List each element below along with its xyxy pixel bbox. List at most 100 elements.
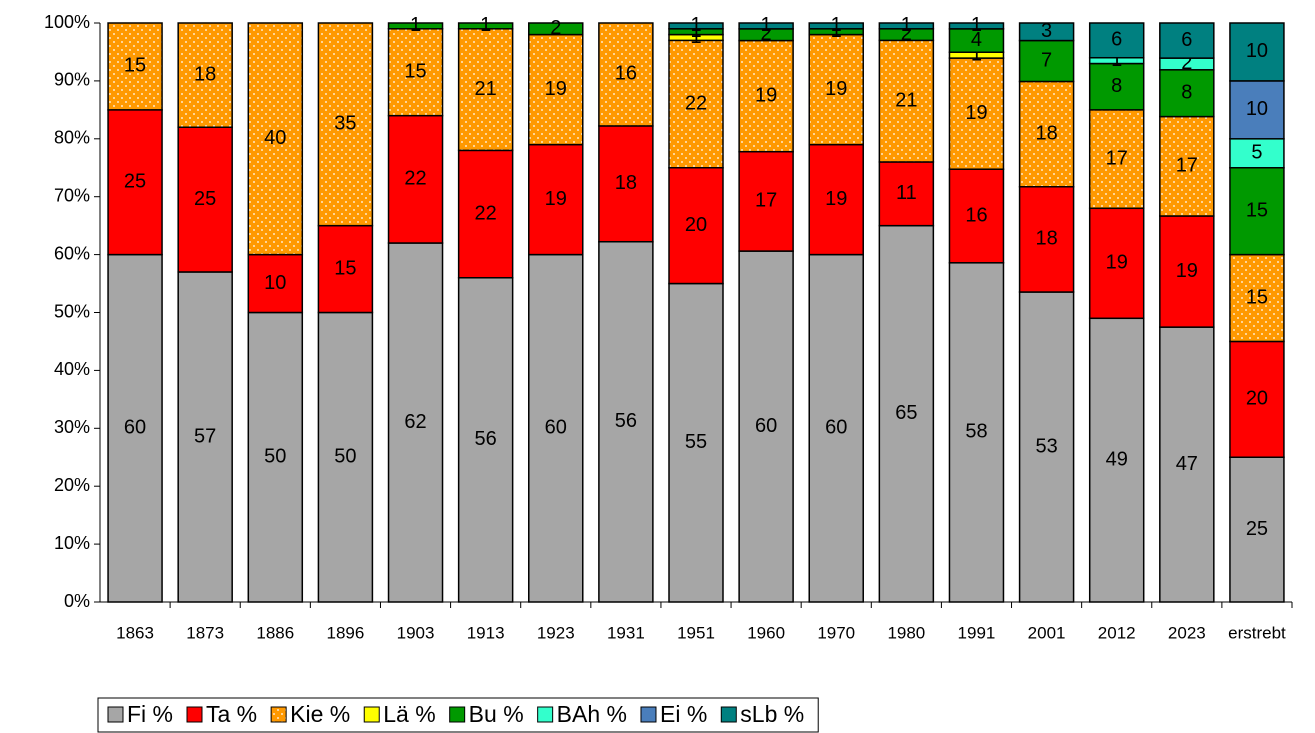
legend-label: sLb %: [740, 701, 804, 727]
bar-segment: [528, 22, 584, 36]
data-label: 53: [1035, 435, 1057, 457]
bar-segment: [1018, 39, 1075, 83]
bar-segment: [808, 253, 864, 603]
data-label: 15: [404, 60, 426, 82]
data-label: 2: [1181, 52, 1192, 74]
x-tick-label: 1951: [677, 623, 715, 642]
bar-segment: [528, 143, 584, 256]
bar-segment: [528, 33, 584, 146]
data-label: 57: [194, 425, 216, 447]
x-tick-label: 1903: [397, 623, 435, 642]
data-label: 8: [1181, 81, 1192, 103]
bar-segment: [948, 22, 1005, 30]
x-tick-label: 1863: [116, 623, 154, 642]
bar-segment: [1088, 207, 1145, 320]
data-label: 47: [1176, 453, 1198, 475]
data-label: 15: [334, 257, 356, 279]
data-label: 17: [1106, 147, 1128, 169]
data-label: 6: [1181, 29, 1192, 51]
bar-segment: [177, 126, 233, 273]
bar-segment: [808, 143, 864, 256]
bar-segment: [1159, 115, 1215, 217]
data-label: 18: [1035, 122, 1057, 144]
x-tick-label: 1970: [817, 623, 855, 642]
data-label: 15: [1246, 199, 1268, 221]
legend-label: Ei %: [660, 701, 707, 727]
data-label: 18: [615, 172, 637, 194]
bar-segment: [738, 22, 794, 30]
data-label: 25: [194, 188, 216, 210]
x-tick-label: 2012: [1098, 623, 1136, 642]
data-label: 17: [1176, 155, 1198, 177]
data-label: 40: [264, 127, 286, 149]
bar-segment: [598, 22, 654, 127]
bar-segment: [387, 114, 444, 244]
data-label: 18: [194, 63, 216, 85]
data-label: 10: [1246, 98, 1268, 120]
data-label: 8: [1111, 75, 1122, 97]
bar-segment: [948, 262, 1005, 603]
bar-segment: [1018, 80, 1075, 188]
data-label: 18: [1035, 228, 1057, 250]
y-tick-label: 80%: [54, 128, 90, 148]
data-label: 1: [690, 26, 701, 48]
data-label: 16: [965, 204, 987, 226]
bar-segment: [1229, 22, 1285, 82]
data-label: 19: [1176, 260, 1198, 282]
data-label: 60: [825, 417, 847, 439]
bar-segment: [1018, 291, 1075, 603]
bar-segment: [808, 33, 864, 146]
x-tick-label: 1896: [326, 623, 364, 642]
data-label: 55: [685, 431, 707, 453]
data-label: 50: [334, 446, 356, 468]
bar-segment: [1018, 22, 1075, 42]
data-label: 10: [264, 272, 286, 294]
data-label: 1: [690, 20, 701, 42]
data-label: 19: [545, 78, 567, 100]
data-label: 50: [264, 446, 286, 468]
bar-segment: [668, 39, 724, 169]
bar-segment: [668, 22, 724, 30]
bar-segment: [1088, 109, 1145, 210]
x-tick-label: 2023: [1168, 623, 1206, 642]
data-label: 49: [1106, 448, 1128, 470]
data-label: 6: [1111, 29, 1122, 51]
x-tick-label: 1960: [747, 623, 785, 642]
data-label: 62: [404, 411, 426, 433]
y-tick-label: 60%: [54, 243, 90, 263]
data-label: 19: [545, 188, 567, 210]
data-label: 22: [404, 168, 426, 190]
data-label: 20: [1246, 388, 1268, 410]
y-tick-label: 70%: [54, 185, 90, 205]
data-label: 60: [755, 415, 777, 437]
legend-swatch: [186, 706, 203, 723]
bar-segment: [878, 224, 935, 603]
legend-swatch: [107, 706, 124, 723]
x-tick-label: 1931: [607, 623, 645, 642]
legend-label: Fi %: [127, 701, 173, 727]
legend-swatch: [640, 706, 657, 723]
data-label: 25: [124, 171, 146, 193]
data-label: 1: [971, 14, 982, 36]
bar-segment: [107, 253, 163, 603]
x-tick-label: erstrebt: [1228, 623, 1286, 642]
legend-label: Kie %: [290, 701, 350, 727]
data-label: 20: [685, 214, 707, 236]
data-label: 22: [685, 92, 707, 114]
y-tick-label: 40%: [54, 359, 90, 379]
data-label: 17: [755, 190, 777, 212]
data-label: 3: [1041, 20, 1052, 42]
bar-segment: [387, 242, 444, 603]
bar-segment: [1229, 253, 1285, 343]
y-tick-label: 90%: [54, 70, 90, 90]
bar-segment: [177, 22, 233, 128]
data-label: 15: [1246, 286, 1268, 308]
data-label: 58: [965, 421, 987, 443]
data-label: 1: [480, 14, 491, 36]
bar-segment: [948, 168, 1005, 264]
bar-segment: [107, 22, 163, 111]
data-label: 19: [825, 188, 847, 210]
data-label: 19: [965, 102, 987, 124]
data-label: 15: [124, 55, 146, 77]
bar-segment: [1229, 167, 1285, 256]
